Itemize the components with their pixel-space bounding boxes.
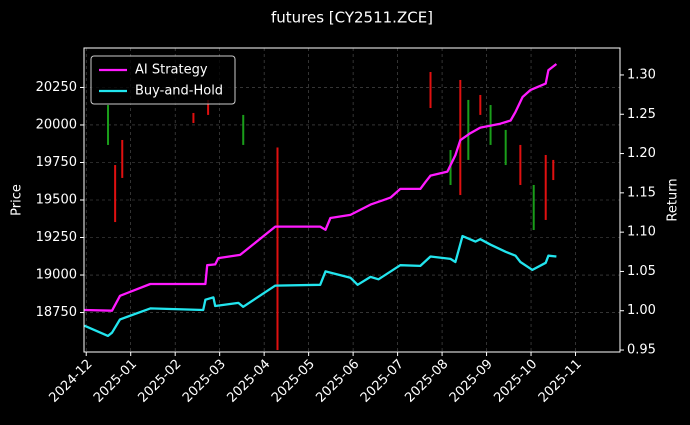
plot-frame: [83, 47, 621, 353]
line: [84, 63, 558, 312]
y-tick-label: 20250: [36, 80, 77, 95]
candle: [504, 129, 507, 166]
x-tick-label: 2025-11: [536, 357, 585, 406]
y-tick-label: 18750: [36, 305, 77, 320]
candle: [276, 147, 279, 351]
y-tick-label: 19750: [36, 155, 77, 170]
candle: [459, 79, 462, 196]
x-tick-label: 2025-06: [313, 357, 362, 406]
y2-tick-label: 1.20: [627, 146, 656, 161]
candle: [192, 112, 195, 124]
chart-title: futures [CY2511.ZCE]: [271, 9, 433, 27]
x-tick-label: 2025-10: [491, 357, 540, 406]
candle: [107, 105, 110, 145]
line: [83, 234, 557, 338]
candle: [114, 165, 117, 223]
x-tick-label: 2024-12: [47, 357, 96, 406]
y2-tick-label: 1.00: [627, 303, 656, 318]
candle: [479, 94, 482, 115]
y-axis-label: Price: [10, 184, 25, 216]
y2-tick-label: 1.30: [627, 67, 656, 82]
legend-label: AI Strategy: [135, 63, 208, 78]
y2-tick-label: 0.95: [627, 343, 656, 358]
legend-label: Buy-and-Hold: [135, 84, 223, 99]
y2-axis-label: Return: [666, 178, 681, 221]
x-tick-label: 2025-01: [91, 357, 140, 406]
candle: [552, 159, 555, 181]
y-tick-label: 19250: [36, 230, 77, 245]
candle: [429, 72, 432, 109]
candle: [121, 139, 124, 178]
candle: [207, 99, 210, 115]
y2-tick-label: 1.05: [627, 264, 656, 279]
y-tick-label: 19000: [36, 268, 77, 283]
candle: [532, 184, 535, 231]
x-tick-label: 2025-02: [135, 357, 184, 406]
x-tick-label: 2025-09: [447, 357, 496, 406]
x-tick-label: 2025-08: [402, 357, 451, 406]
x-tick-label: 2025-03: [180, 357, 229, 406]
candle: [544, 154, 547, 220]
candle: [519, 144, 522, 185]
x-tick-label: 2025-05: [269, 357, 318, 406]
y-tick-label: 19500: [36, 193, 77, 208]
x-tick-label: 2025-07: [358, 357, 407, 406]
y2-tick-label: 1.15: [627, 185, 656, 200]
y2-tick-label: 1.10: [627, 225, 656, 240]
y-tick-label: 20000: [36, 117, 77, 132]
candle: [467, 99, 470, 160]
candle: [242, 114, 245, 145]
y2-tick-label: 1.25: [627, 107, 656, 122]
x-tick-label: 2025-04: [224, 357, 273, 406]
